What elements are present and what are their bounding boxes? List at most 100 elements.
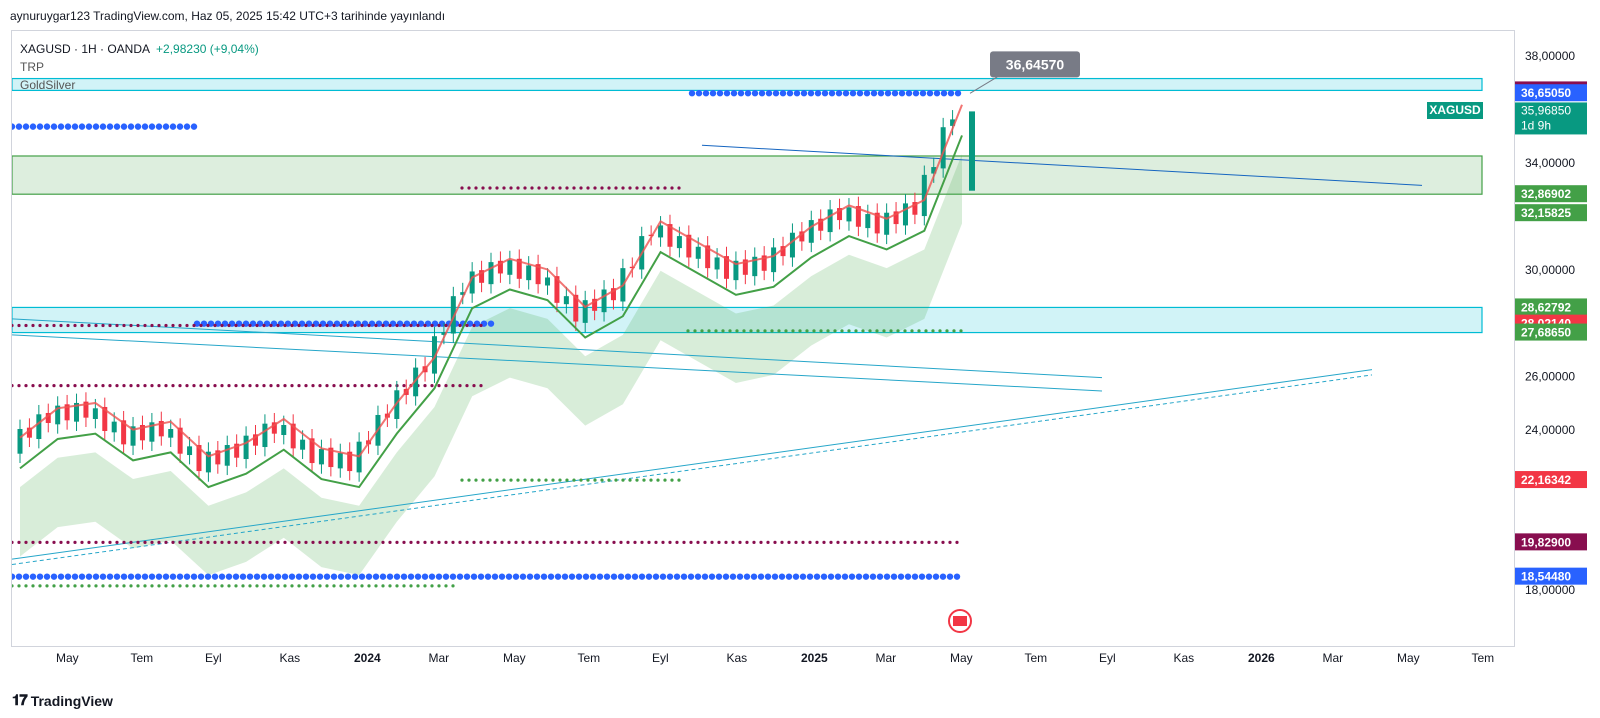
candle-body bbox=[121, 420, 127, 445]
level-dot bbox=[430, 584, 434, 588]
price-tick-label: 18,00000 bbox=[1525, 583, 1575, 597]
level-dot bbox=[794, 540, 798, 544]
level-dot bbox=[353, 584, 357, 588]
candle-body bbox=[893, 211, 899, 225]
candle-body bbox=[441, 332, 447, 335]
level-dot bbox=[24, 584, 28, 588]
level-dot bbox=[395, 323, 399, 328]
trendlines-layer bbox=[12, 144, 1423, 565]
chart-frame[interactable]: 36,64570 bbox=[11, 30, 1515, 647]
level-dot bbox=[905, 90, 913, 97]
level-dot bbox=[460, 186, 464, 190]
level-dot bbox=[36, 123, 44, 130]
candle-body bbox=[187, 446, 193, 456]
level-dot bbox=[64, 573, 72, 580]
candle-body bbox=[234, 443, 240, 458]
candle-body bbox=[705, 245, 711, 269]
level-dot bbox=[150, 384, 154, 388]
level-dot bbox=[402, 540, 406, 544]
candle-body bbox=[789, 232, 795, 258]
level-dot bbox=[563, 540, 567, 544]
level-dot bbox=[192, 323, 196, 328]
level-dot bbox=[192, 384, 196, 388]
level-dot bbox=[162, 123, 170, 130]
level-dot bbox=[192, 540, 196, 544]
price-tag-label: 27,68650 bbox=[1521, 326, 1571, 340]
level-dot bbox=[344, 573, 352, 580]
level-dot bbox=[423, 323, 427, 328]
level-dot bbox=[947, 90, 955, 97]
candle-body bbox=[545, 277, 551, 286]
level-dot bbox=[716, 90, 724, 97]
level-dot bbox=[612, 540, 616, 544]
level-dot bbox=[115, 384, 119, 388]
level-dot bbox=[143, 584, 147, 588]
level-dot bbox=[50, 123, 58, 130]
level-dot bbox=[253, 573, 261, 580]
price-tick-label: 30,00000 bbox=[1525, 263, 1575, 277]
price-chart[interactable]: 36,64570 bbox=[12, 31, 1514, 646]
level-dot bbox=[325, 323, 329, 328]
level-dot bbox=[449, 573, 457, 580]
candle-body bbox=[554, 276, 560, 303]
price-axis[interactable]: 38,00000 34,00000 30,00000 26,00000 24,00000… bbox=[1515, 30, 1600, 647]
price-tag-bg-8 bbox=[1515, 471, 1587, 489]
level-dot bbox=[688, 90, 696, 97]
level-dot bbox=[836, 540, 840, 544]
time-tick-label: May bbox=[1397, 651, 1420, 665]
level-dot bbox=[702, 90, 710, 97]
level-dot bbox=[248, 323, 252, 328]
level-dot bbox=[372, 573, 380, 580]
time-axis[interactable]: May Tem Eyl Kas 2024 Mar May Tem Eyl Kas 2025 Mar Ma… bbox=[11, 647, 1515, 669]
legend-symbol[interactable]: XAGUSD · 1H · OANDA bbox=[20, 42, 151, 56]
level-dot bbox=[127, 123, 135, 130]
level-dot bbox=[596, 573, 604, 580]
price-tag-label: 28,62792 bbox=[1521, 300, 1571, 314]
level-dot bbox=[150, 584, 154, 588]
level-dot bbox=[423, 540, 427, 544]
legend-indicator-goldsilver[interactable]: GoldSilver bbox=[20, 78, 76, 92]
level-dot bbox=[71, 573, 79, 580]
level-dot bbox=[533, 573, 541, 580]
level-dot bbox=[758, 90, 766, 97]
level-dot bbox=[241, 540, 245, 544]
level-dot bbox=[890, 573, 898, 580]
candle-body bbox=[686, 234, 692, 258]
level-dot bbox=[204, 573, 212, 580]
level-dot bbox=[649, 186, 653, 190]
candle-body bbox=[337, 453, 343, 469]
level-dot bbox=[607, 478, 611, 482]
level-dot bbox=[738, 540, 742, 544]
level-dot bbox=[248, 584, 252, 588]
level-dot bbox=[805, 329, 809, 333]
level-dot bbox=[45, 384, 49, 388]
level-dot bbox=[386, 573, 394, 580]
level-dot bbox=[549, 540, 553, 544]
level-dot bbox=[255, 540, 259, 544]
level-dot bbox=[31, 323, 35, 328]
level-dot bbox=[407, 573, 415, 580]
level-dot bbox=[899, 540, 903, 544]
level-dot bbox=[528, 540, 532, 544]
candle-body bbox=[601, 289, 607, 313]
level-dot bbox=[435, 573, 443, 580]
candle-body bbox=[526, 265, 532, 281]
level-dot bbox=[66, 584, 70, 588]
level-dot bbox=[185, 323, 189, 328]
candle-body bbox=[92, 408, 98, 419]
candle-body bbox=[83, 401, 89, 418]
level-dot bbox=[318, 323, 322, 328]
candle-body bbox=[799, 231, 805, 242]
candle-body bbox=[695, 246, 701, 259]
legend-indicator-trp[interactable]: TRP bbox=[20, 60, 44, 74]
level-dot bbox=[260, 573, 268, 580]
level-dot bbox=[171, 323, 175, 328]
level-dot bbox=[346, 384, 350, 388]
level-dot bbox=[108, 584, 112, 588]
level-dot bbox=[570, 540, 574, 544]
price-tag-bg-2 bbox=[1515, 102, 1587, 135]
level-dot bbox=[176, 573, 184, 580]
level-dot bbox=[213, 323, 217, 328]
candle-body bbox=[742, 259, 748, 275]
candle-body bbox=[950, 119, 956, 126]
